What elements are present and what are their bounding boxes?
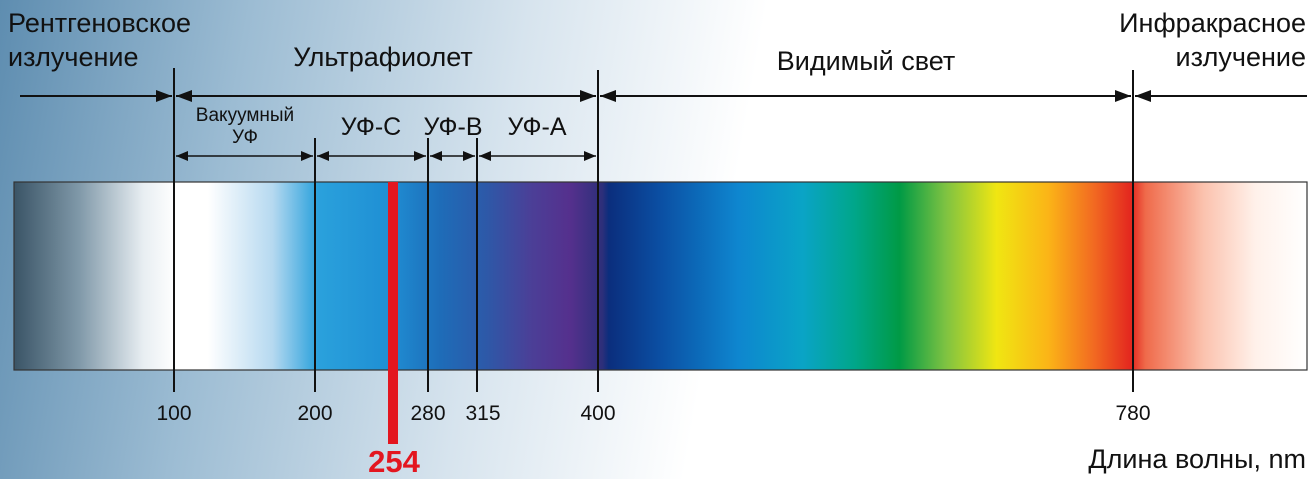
highlight-band-254 — [388, 182, 398, 444]
tick-label-780: 780 — [1115, 402, 1150, 425]
tick-label-315: 315 — [465, 402, 500, 425]
uv-a-label: УФ-А — [507, 113, 566, 141]
infrared-label-line1: Инфракрасное — [1119, 8, 1306, 38]
tick-label-200: 200 — [297, 402, 332, 425]
xray-label-line1: Рентгеновское — [8, 8, 191, 38]
uv-label: Ультрафиолет — [293, 42, 472, 72]
tick-label-400: 400 — [580, 402, 615, 425]
tick-label-280: 280 — [410, 402, 445, 425]
uv-c-label: УФ-С — [341, 113, 401, 141]
infrared-label-line2: излучение — [1175, 42, 1306, 72]
vacuum-uv-label-line2: УФ — [232, 127, 258, 148]
highlight-label: 254 — [368, 444, 420, 479]
spectrum-bar — [13, 181, 1308, 371]
visible-label: Видимый свет — [777, 46, 956, 76]
tick-label-100: 100 — [156, 402, 191, 425]
axis-label: Длина волны, nm — [1088, 444, 1306, 474]
uv-b-label: УФ-В — [423, 113, 482, 141]
vacuum-uv-label-line1: Вакуумный — [196, 105, 294, 126]
xray-label-line2: излучение — [8, 42, 139, 72]
